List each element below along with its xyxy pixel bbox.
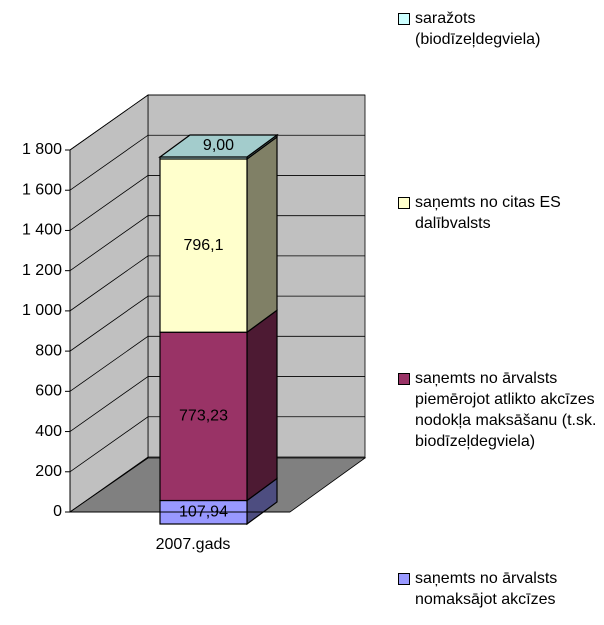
y-tick-label: 1 600 [22,181,62,198]
grid-line [69,215,365,271]
legend-swatch [398,13,410,25]
y-tick-label: 0 [53,503,62,520]
legend-swatch [398,197,410,209]
x-tick-label: 2007.gads [156,536,231,553]
y-tick-label: 1 800 [22,141,62,158]
data-label: 773,23 [179,408,228,425]
legend-label: saņemts no ārvalsts nomaksājot akcīzes [415,570,558,608]
grid-line [69,376,365,432]
grid-line [69,295,365,352]
y-tick-label: 600 [35,383,62,400]
legend-swatch [398,373,410,385]
y-tick-label: 1 000 [22,302,62,319]
legend-swatch [398,573,410,585]
grid-line [69,335,365,392]
grid-line [69,94,365,151]
y-tick-label: 400 [35,423,62,440]
bar-side [246,309,278,502]
legend-label: saņemts no citas ES dalībvalsts [415,194,561,232]
grid-line [69,255,365,312]
grid-line [69,456,365,513]
legend-item: saņemts no ārvalsts piemērojot atlikto a… [398,368,598,452]
legend-item: saražots (biodīzeļdegviela) [398,8,598,50]
data-label: 9,00 [203,137,234,154]
y-tick-label: 1 200 [22,262,62,279]
legend-label: saņemts no ārvalsts piemērojot atlikto a… [415,370,597,450]
y-tick-label: 1 400 [22,222,62,239]
y-tick-label: 200 [35,463,62,480]
grid [69,94,365,513]
bar [159,158,248,333]
data-label: 796,1 [183,237,223,254]
grid-line [69,416,365,473]
bar [159,331,248,502]
grid-line [69,175,365,231]
bar-top [158,134,279,158]
legend-item: saņemts no citas ES dalībvalsts [398,192,598,234]
legend-label: saražots (biodīzeļdegviela) [415,10,541,48]
legend-item: saņemts no ārvalsts nomaksājot akcīzes [398,568,598,610]
y-tick-label: 800 [35,342,62,359]
side-wall [69,94,149,513]
grid-line [69,134,365,191]
bar-side [246,135,278,334]
